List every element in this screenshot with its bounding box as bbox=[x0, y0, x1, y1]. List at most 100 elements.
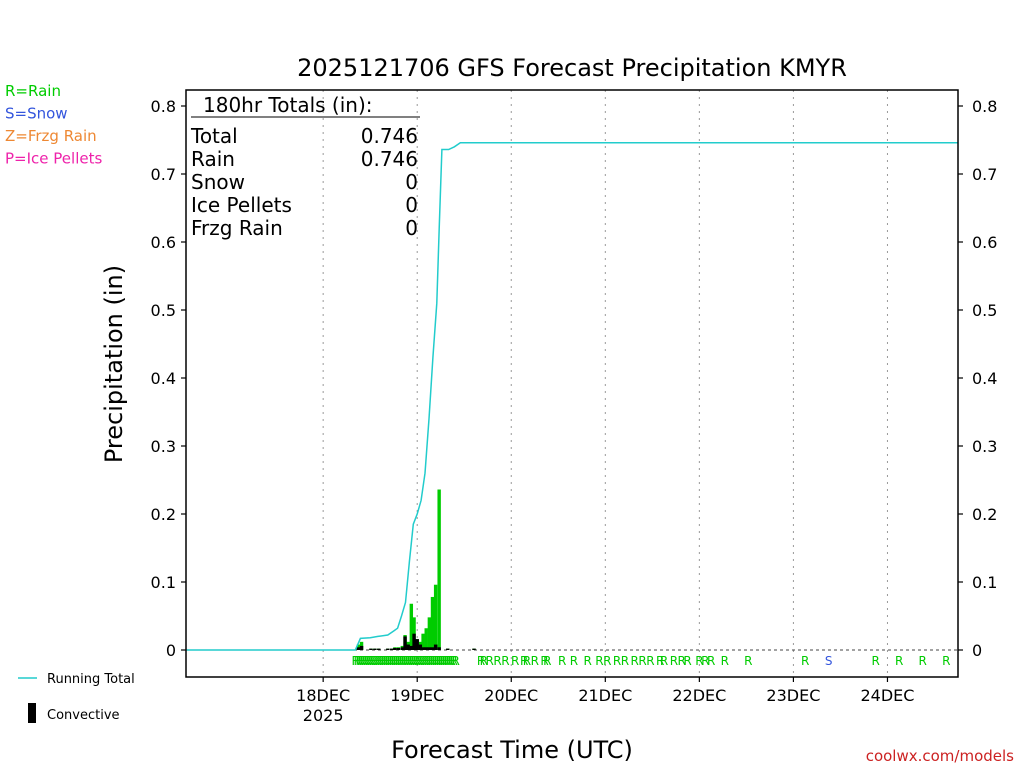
precip-type-marker: R bbox=[369, 654, 377, 668]
precip-type-marker: R bbox=[422, 654, 430, 668]
y-tick-label-left: 0.5 bbox=[151, 301, 176, 320]
totals-value: 0 bbox=[405, 216, 418, 240]
y-tick-label-left: 0.3 bbox=[151, 437, 176, 456]
y-tick-label-left: 0.4 bbox=[151, 369, 176, 388]
precip-type-legend-item: Z=Frzg Rain bbox=[5, 127, 97, 145]
convective-bar bbox=[377, 648, 381, 650]
precip-type-marker: R bbox=[670, 654, 678, 668]
y-tick-label-left: 0.7 bbox=[151, 165, 176, 184]
y-tick-label-left: 0 bbox=[166, 641, 176, 660]
precip-type-marker: R bbox=[442, 654, 450, 668]
totals-label: Rain bbox=[191, 147, 235, 171]
precip-type-marker: R bbox=[631, 654, 639, 668]
convective-bar bbox=[390, 648, 394, 650]
precip-type-marker: R bbox=[410, 654, 418, 668]
precip-type-marker: R bbox=[621, 654, 629, 668]
precip-type-legend-item: P=Ice Pellets bbox=[5, 150, 102, 168]
convective-bar bbox=[472, 648, 476, 650]
plot-frame bbox=[185, 89, 959, 678]
x-tick-label: 23DEC bbox=[766, 686, 820, 705]
x-tick-label: 19DEC bbox=[390, 686, 444, 705]
convective-bar bbox=[433, 644, 438, 650]
precip-type-marker: R bbox=[919, 654, 927, 668]
x-tick-label: 24DEC bbox=[860, 686, 914, 705]
precip-type-marker: R bbox=[371, 654, 379, 668]
convective-bar bbox=[446, 648, 450, 650]
precip-type-marker: R bbox=[543, 654, 551, 668]
precip-type-marker: R bbox=[451, 654, 459, 668]
precip-type-marker: R bbox=[414, 654, 422, 668]
precip-type-marker: R bbox=[353, 654, 361, 668]
precip-type-marker: R bbox=[570, 654, 578, 668]
precip-type-marker: R bbox=[523, 654, 531, 668]
convective-bar bbox=[409, 645, 414, 650]
precip-type-markers: RRRRRRRRRRRRRRRRRRRRRRRRRRRRRRRRRRRRRRRR… bbox=[352, 654, 951, 668]
precip-type-marker: R bbox=[895, 654, 903, 668]
precip-bar bbox=[409, 603, 414, 650]
precip-type-marker: R bbox=[428, 654, 436, 668]
precip-type-marker: R bbox=[352, 654, 360, 668]
precip-type-marker: R bbox=[501, 654, 509, 668]
convective-bar bbox=[373, 648, 377, 650]
precip-type-marker: R bbox=[603, 654, 611, 668]
precip-type-marker: R bbox=[440, 654, 448, 668]
precip-type-marker: R bbox=[377, 654, 385, 668]
precip-type-marker: R bbox=[355, 654, 363, 668]
precip-type-marker: R bbox=[801, 654, 809, 668]
precip-type-marker: R bbox=[638, 654, 646, 668]
precip-type-marker: R bbox=[402, 654, 410, 668]
precip-type-marker: R bbox=[397, 654, 405, 668]
y-tick-label-left: 0.8 bbox=[151, 97, 176, 116]
precip-type-marker: R bbox=[448, 654, 456, 668]
convective-bar bbox=[421, 647, 425, 650]
totals-label: Ice Pellets bbox=[191, 193, 292, 217]
convective-bar bbox=[430, 647, 435, 650]
precip-type-marker: R bbox=[449, 654, 457, 668]
precip-type-marker: R bbox=[404, 654, 412, 668]
y-tick-label-right: 0.4 bbox=[972, 369, 997, 388]
convective-swatch bbox=[28, 703, 36, 723]
convective-bar bbox=[427, 647, 432, 650]
precip-type-marker: R bbox=[418, 654, 426, 668]
precip-type-marker: R bbox=[438, 654, 446, 668]
precip-type-marker: R bbox=[420, 654, 428, 668]
totals-value: 0 bbox=[405, 193, 418, 217]
convective-bar bbox=[386, 648, 390, 650]
precip-type-marker: R bbox=[493, 654, 501, 668]
convective-bar bbox=[396, 647, 401, 650]
precip-type-marker: S bbox=[825, 654, 833, 668]
totals-value: 0.746 bbox=[361, 147, 418, 171]
x-tick-label: 21DEC bbox=[578, 686, 632, 705]
precip-bar bbox=[421, 633, 425, 650]
convective-bar bbox=[406, 644, 410, 650]
precip-type-marker: R bbox=[646, 654, 654, 668]
precip-type-marker: R bbox=[375, 654, 383, 668]
totals-label: Frzg Rain bbox=[191, 216, 283, 240]
convective-bar bbox=[393, 647, 397, 650]
precip-type-marker: R bbox=[385, 654, 393, 668]
precip-type-marker: R bbox=[486, 654, 494, 668]
precip-type-marker: R bbox=[357, 654, 365, 668]
y-tick-label-right: 0.6 bbox=[972, 233, 997, 252]
precip-type-marker: R bbox=[656, 654, 664, 668]
y-axis-label: Precipitation (in) bbox=[100, 265, 128, 463]
precip-type-marker: R bbox=[424, 654, 432, 668]
precip-type-legend-item: R=Rain bbox=[5, 82, 61, 100]
y-tick-label-right: 0.2 bbox=[972, 505, 997, 524]
precip-type-marker: R bbox=[389, 654, 397, 668]
totals-value: 0.746 bbox=[361, 124, 418, 148]
precip-type-marker: R bbox=[701, 654, 709, 668]
precip-type-marker: R bbox=[361, 654, 369, 668]
precip-type-marker: R bbox=[416, 654, 424, 668]
precip-type-marker: R bbox=[660, 654, 668, 668]
precip-type-marker: R bbox=[381, 654, 389, 668]
running-total-legend-label: Running Total bbox=[47, 672, 135, 687]
precip-type-marker: R bbox=[584, 654, 592, 668]
precip-bar bbox=[430, 596, 435, 650]
precip-type-legend-item: S=Snow bbox=[5, 105, 68, 123]
convective-bar bbox=[437, 647, 441, 650]
precip-bar bbox=[433, 584, 438, 650]
precip-type-marker: R bbox=[540, 654, 548, 668]
precip-type-marker: R bbox=[678, 654, 686, 668]
convective-bar bbox=[359, 645, 364, 650]
